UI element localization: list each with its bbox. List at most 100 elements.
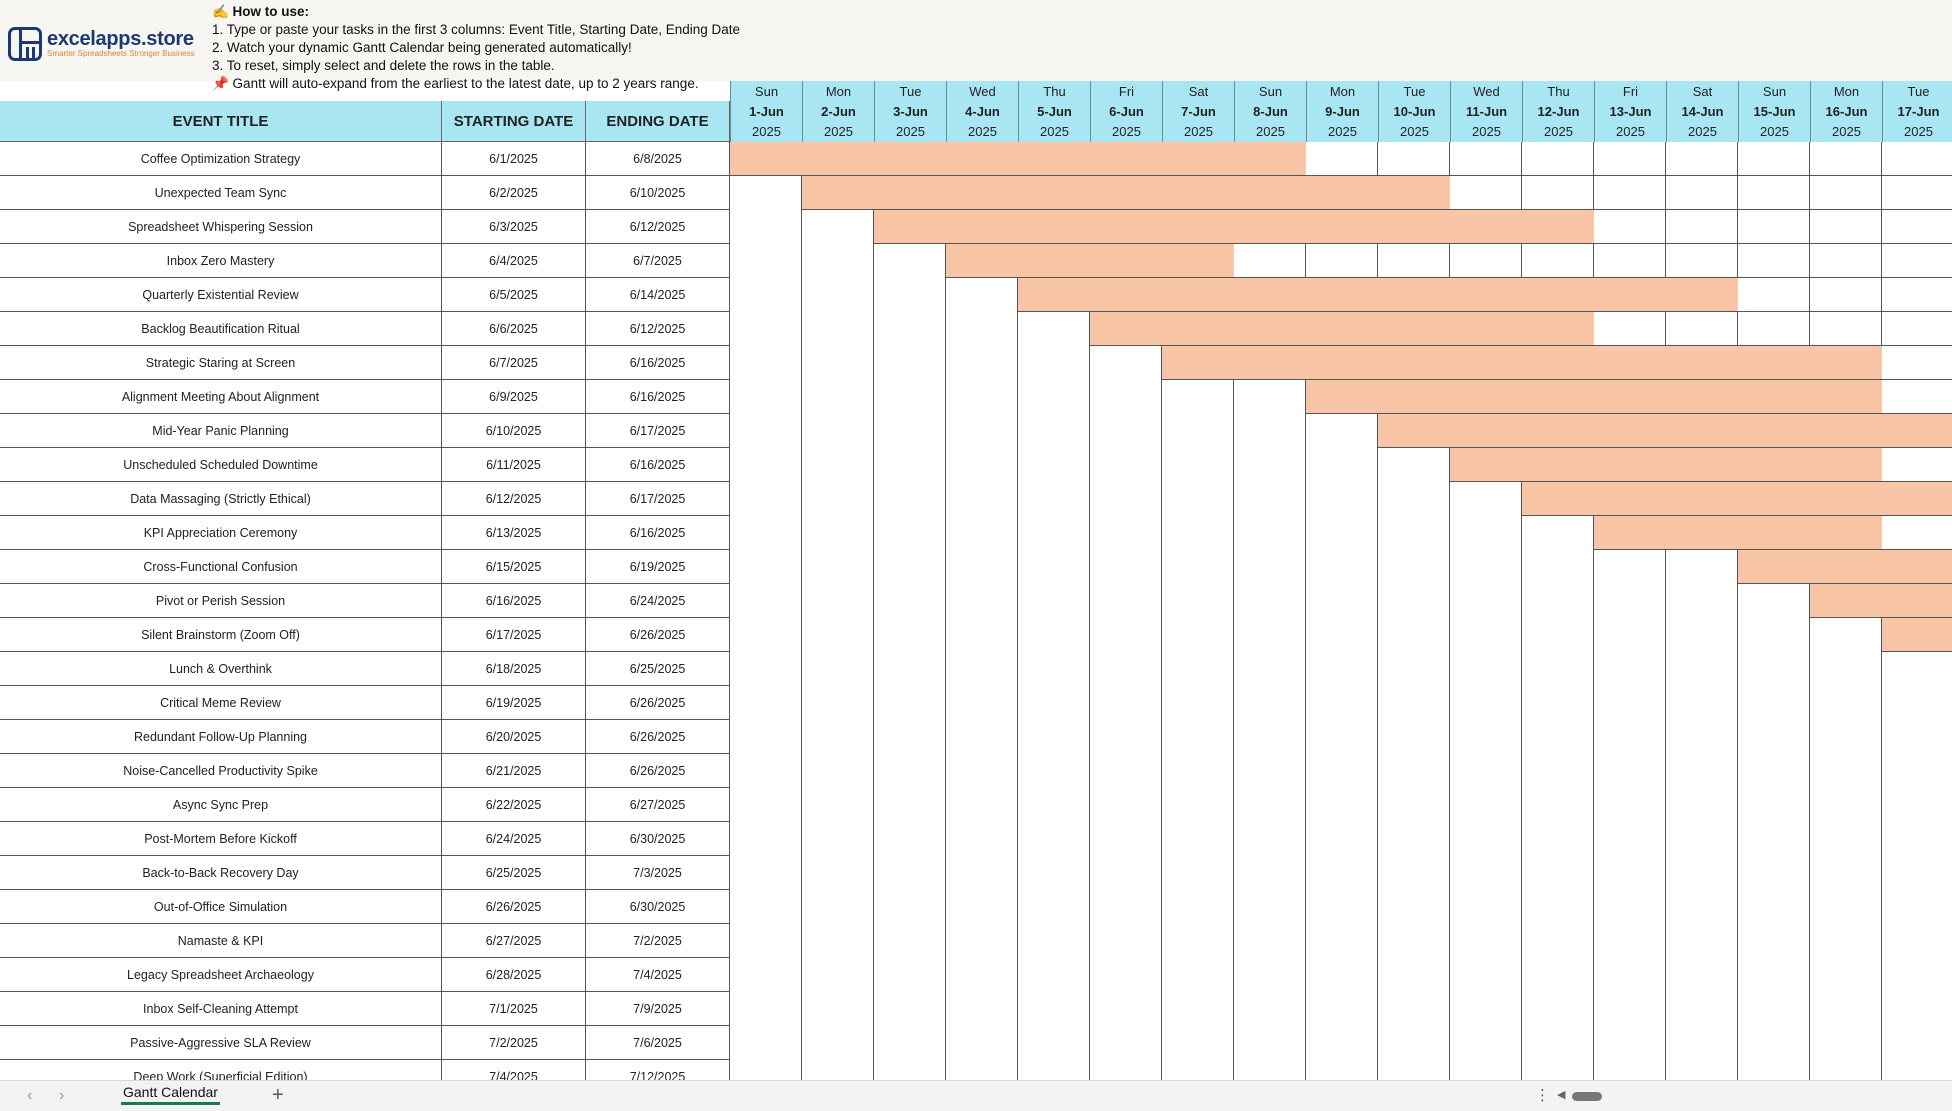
table-row[interactable]: Cross-Functional Confusion 6/15/2025 6/19/… <box>0 550 730 584</box>
table-row[interactable]: Spreadsheet Whispering Session 6/3/2025 6/… <box>0 210 730 244</box>
end-date-cell[interactable]: 6/26/2025 <box>586 686 730 720</box>
start-date-cell[interactable]: 6/21/2025 <box>442 754 586 788</box>
end-date-cell[interactable]: 6/10/2025 <box>586 176 730 210</box>
event-title-cell[interactable]: Spreadsheet Whispering Session <box>0 210 442 244</box>
table-row[interactable]: Out-of-Office Simulation 6/26/2025 6/30/20… <box>0 890 730 924</box>
end-date-cell[interactable]: 6/17/2025 <box>586 414 730 448</box>
event-title-cell[interactable]: Legacy Spreadsheet Archaeology <box>0 958 442 992</box>
end-date-cell[interactable]: 6/25/2025 <box>586 652 730 686</box>
more-options-icon[interactable]: ⋮ <box>1535 1087 1550 1104</box>
start-date-cell[interactable]: 6/27/2025 <box>442 924 586 958</box>
start-date-cell[interactable]: 7/4/2025 <box>442 1060 586 1080</box>
start-date-cell[interactable]: 6/6/2025 <box>442 312 586 346</box>
start-date-cell[interactable]: 6/10/2025 <box>442 414 586 448</box>
event-title-cell[interactable]: Noise-Cancelled Productivity Spike <box>0 754 442 788</box>
event-title-cell[interactable]: Redundant Follow-Up Planning <box>0 720 442 754</box>
column-header-ending-date[interactable]: ENDING DATE <box>586 101 730 142</box>
start-date-cell[interactable]: 6/4/2025 <box>442 244 586 278</box>
event-title-cell[interactable]: Alignment Meeting About Alignment <box>0 380 442 414</box>
start-date-cell[interactable]: 6/12/2025 <box>442 482 586 516</box>
start-date-cell[interactable]: 6/5/2025 <box>442 278 586 312</box>
start-date-cell[interactable]: 6/24/2025 <box>442 822 586 856</box>
end-date-cell[interactable]: 6/27/2025 <box>586 788 730 822</box>
start-date-cell[interactable]: 6/9/2025 <box>442 380 586 414</box>
event-title-cell[interactable]: Deep Work (Superficial Edition) <box>0 1060 442 1080</box>
end-date-cell[interactable]: 6/16/2025 <box>586 346 730 380</box>
event-title-cell[interactable]: Inbox Self-Cleaning Attempt <box>0 992 442 1026</box>
table-row[interactable]: Mid-Year Panic Planning 6/10/2025 6/17/202… <box>0 414 730 448</box>
end-date-cell[interactable]: 7/12/2025 <box>586 1060 730 1080</box>
event-title-cell[interactable]: Data Massaging (Strictly Ethical) <box>0 482 442 516</box>
event-title-cell[interactable]: Out-of-Office Simulation <box>0 890 442 924</box>
event-title-cell[interactable]: Passive-Aggressive SLA Review <box>0 1026 442 1060</box>
table-row[interactable]: Legacy Spreadsheet Archaeology 6/28/2025 7… <box>0 958 730 992</box>
table-row[interactable]: Data Massaging (Strictly Ethical) 6/12/20… <box>0 482 730 516</box>
start-date-cell[interactable]: 7/2/2025 <box>442 1026 586 1060</box>
end-date-cell[interactable]: 7/6/2025 <box>586 1026 730 1060</box>
table-row[interactable]: Silent Brainstorm (Zoom Off) 6/17/2025 6/2… <box>0 618 730 652</box>
start-date-cell[interactable]: 6/26/2025 <box>442 890 586 924</box>
scroll-left-icon[interactable]: ◀ <box>1557 1089 1566 1101</box>
table-row[interactable]: KPI Appreciation Ceremony 6/13/2025 6/16/2… <box>0 516 730 550</box>
table-row[interactable]: Post-Mortem Before Kickoff 6/24/2025 6/30/… <box>0 822 730 856</box>
start-date-cell[interactable]: 6/13/2025 <box>442 516 586 550</box>
start-date-cell[interactable]: 6/16/2025 <box>442 584 586 618</box>
event-title-cell[interactable]: Unexpected Team Sync <box>0 176 442 210</box>
event-title-cell[interactable]: Lunch & Overthink <box>0 652 442 686</box>
table-row[interactable]: Redundant Follow-Up Planning 6/20/2025 6/2… <box>0 720 730 754</box>
table-row[interactable]: Critical Meme Review 6/19/2025 6/26/2025 <box>0 686 730 720</box>
end-date-cell[interactable]: 6/14/2025 <box>586 278 730 312</box>
table-row[interactable]: Back-to-Back Recovery Day 6/25/2025 7/3/20… <box>0 856 730 890</box>
table-row[interactable]: Inbox Zero Mastery 6/4/2025 6/7/2025 <box>0 244 730 278</box>
end-date-cell[interactable]: 7/4/2025 <box>586 958 730 992</box>
add-sheet-button[interactable]: + <box>272 1084 284 1106</box>
end-date-cell[interactable]: 6/30/2025 <box>586 890 730 924</box>
end-date-cell[interactable]: 6/26/2025 <box>586 618 730 652</box>
start-date-cell[interactable]: 6/18/2025 <box>442 652 586 686</box>
table-row[interactable]: Lunch & Overthink 6/18/2025 6/25/2025 <box>0 652 730 686</box>
column-header-starting-date[interactable]: STARTING DATE <box>442 101 586 142</box>
end-date-cell[interactable]: 7/2/2025 <box>586 924 730 958</box>
event-title-cell[interactable]: Coffee Optimization Strategy <box>0 142 442 176</box>
end-date-cell[interactable]: 6/12/2025 <box>586 312 730 346</box>
scrollbar-thumb[interactable] <box>1572 1092 1602 1101</box>
event-title-cell[interactable]: Async Sync Prep <box>0 788 442 822</box>
table-row[interactable]: Noise-Cancelled Productivity Spike 6/21/2… <box>0 754 730 788</box>
table-row[interactable]: Unexpected Team Sync 6/2/2025 6/10/2025 <box>0 176 730 210</box>
end-date-cell[interactable]: 6/19/2025 <box>586 550 730 584</box>
end-date-cell[interactable]: 6/16/2025 <box>586 448 730 482</box>
table-row[interactable]: Deep Work (Superficial Edition) 7/4/2025 7… <box>0 1060 730 1080</box>
end-date-cell[interactable]: 6/8/2025 <box>586 142 730 176</box>
end-date-cell[interactable]: 6/17/2025 <box>586 482 730 516</box>
end-date-cell[interactable]: 6/26/2025 <box>586 754 730 788</box>
table-row[interactable]: Passive-Aggressive SLA Review 7/2/2025 7/6… <box>0 1026 730 1060</box>
start-date-cell[interactable]: 6/25/2025 <box>442 856 586 890</box>
event-title-cell[interactable]: Critical Meme Review <box>0 686 442 720</box>
event-title-cell[interactable]: Strategic Staring at Screen <box>0 346 442 380</box>
tab-next-arrow-icon[interactable]: › <box>59 1087 65 1104</box>
event-title-cell[interactable]: Post-Mortem Before Kickoff <box>0 822 442 856</box>
event-title-cell[interactable]: Inbox Zero Mastery <box>0 244 442 278</box>
start-date-cell[interactable]: 6/7/2025 <box>442 346 586 380</box>
end-date-cell[interactable]: 6/7/2025 <box>586 244 730 278</box>
table-row[interactable]: Unscheduled Scheduled Downtime 6/11/2025 6… <box>0 448 730 482</box>
column-header-event-title[interactable]: EVENT TITLE <box>0 101 442 142</box>
tab-gantt-calendar[interactable]: Gantt Calendar <box>121 1084 220 1105</box>
start-date-cell[interactable]: 6/19/2025 <box>442 686 586 720</box>
event-title-cell[interactable]: Back-to-Back Recovery Day <box>0 856 442 890</box>
start-date-cell[interactable]: 6/1/2025 <box>442 142 586 176</box>
table-row[interactable]: Strategic Staring at Screen 6/7/2025 6/16/… <box>0 346 730 380</box>
table-row[interactable]: Inbox Self-Cleaning Attempt 7/1/2025 7/9/2… <box>0 992 730 1026</box>
start-date-cell[interactable]: 6/15/2025 <box>442 550 586 584</box>
table-row[interactable]: Namaste & KPI 6/27/2025 7/2/2025 <box>0 924 730 958</box>
event-title-cell[interactable]: Pivot or Perish Session <box>0 584 442 618</box>
table-row[interactable]: Backlog Beautification Ritual 6/6/2025 6/1… <box>0 312 730 346</box>
end-date-cell[interactable]: 6/16/2025 <box>586 516 730 550</box>
start-date-cell[interactable]: 7/1/2025 <box>442 992 586 1026</box>
start-date-cell[interactable]: 6/2/2025 <box>442 176 586 210</box>
end-date-cell[interactable]: 6/12/2025 <box>586 210 730 244</box>
horizontal-scrollbar[interactable]: ◀ <box>1557 1089 1949 1101</box>
end-date-cell[interactable]: 6/24/2025 <box>586 584 730 618</box>
event-title-cell[interactable]: Unscheduled Scheduled Downtime <box>0 448 442 482</box>
event-title-cell[interactable]: Quarterly Existential Review <box>0 278 442 312</box>
